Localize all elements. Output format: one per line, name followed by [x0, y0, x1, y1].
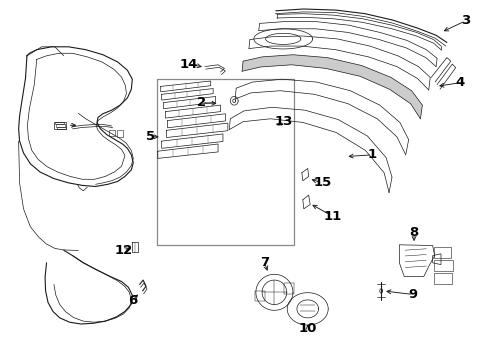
Polygon shape	[242, 55, 422, 119]
Text: 6: 6	[128, 294, 137, 307]
Text: 9: 9	[409, 288, 417, 301]
Text: 8: 8	[410, 226, 418, 239]
Text: 15: 15	[313, 176, 332, 189]
Text: 12: 12	[114, 244, 133, 257]
Text: 10: 10	[298, 322, 317, 335]
Text: 11: 11	[323, 210, 342, 222]
Text: 13: 13	[275, 115, 294, 128]
Text: 5: 5	[147, 130, 155, 143]
Text: 3: 3	[461, 14, 470, 27]
Text: 2: 2	[197, 96, 206, 109]
Text: 14: 14	[179, 58, 198, 71]
Text: 7: 7	[260, 256, 269, 269]
Text: 4: 4	[455, 76, 464, 89]
Text: 1: 1	[368, 148, 377, 161]
